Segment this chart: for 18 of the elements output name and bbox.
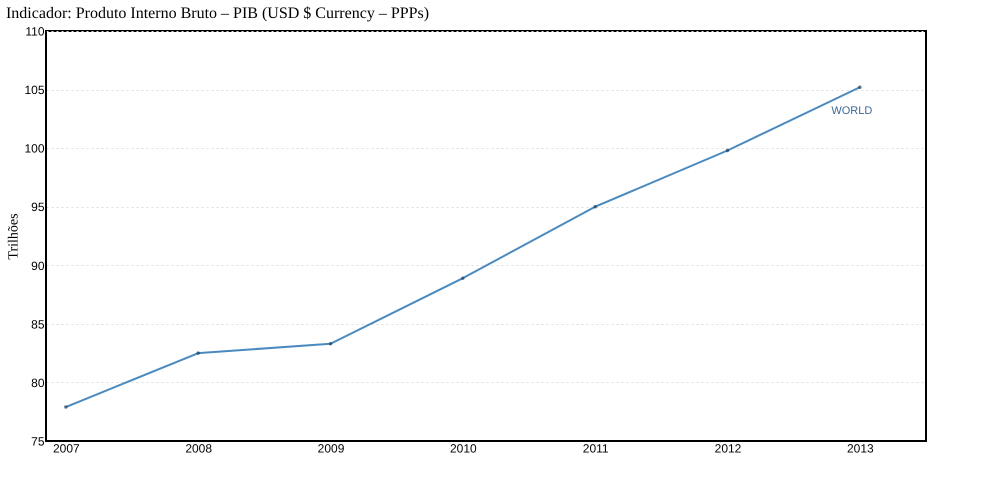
y-tick-label: 90 — [31, 258, 45, 273]
x-tick-label: 2013 — [846, 442, 874, 456]
x-tick-label: 2012 — [714, 442, 742, 456]
y-tick-label: 80 — [31, 376, 45, 390]
x-tick-label: 2007 — [53, 442, 80, 456]
series-label: WORLD — [831, 105, 872, 118]
y-axis-title: Trilhões — [6, 213, 22, 260]
y-tick-label: 110 — [25, 24, 45, 38]
y-tick-label: 105 — [24, 83, 45, 98]
x-tick-label: 2008 — [185, 442, 212, 456]
y-tick-label: 100 — [24, 142, 45, 156]
x-tick-label: 2010 — [450, 442, 478, 456]
y-tick-label: 85 — [31, 317, 45, 332]
x-tick-label: 2009 — [318, 442, 345, 456]
y-tick-label: 75 — [31, 434, 45, 448]
x-tick-label: 2011 — [582, 442, 609, 456]
chart-title: Indicador: Produto Interno Bruto – PIB (USD $ Currency – PPPs) — [6, 5, 430, 22]
y-tick-label: 95 — [31, 200, 45, 214]
